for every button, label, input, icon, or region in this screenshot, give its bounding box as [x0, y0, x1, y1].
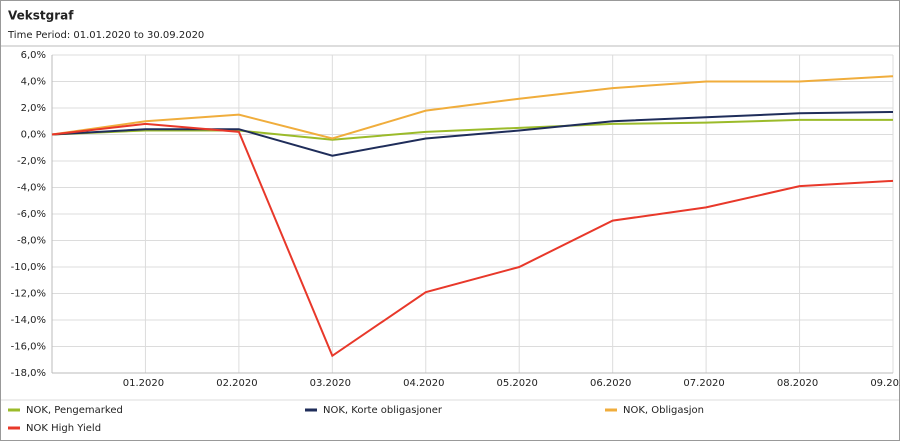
x-tick-label: 03.2020: [310, 378, 351, 389]
x-tick-label: 09.2020: [870, 378, 900, 389]
legend-label: NOK, Korte obligasjoner: [323, 405, 443, 416]
y-tick-label: -14,0%: [11, 315, 46, 326]
y-tick-label: -2,0%: [17, 156, 46, 167]
y-tick-label: 0,0%: [21, 130, 46, 141]
x-tick-label: 04.2020: [403, 378, 444, 389]
x-tick-label: 07.2020: [683, 378, 724, 389]
y-tick-label: -10,0%: [11, 262, 46, 273]
x-tick-label: 02.2020: [216, 378, 257, 389]
y-tick-label: -6,0%: [17, 209, 46, 220]
series-line: [51, 110, 894, 157]
x-tick-label: 06.2020: [590, 378, 631, 389]
y-tick-label: -4,0%: [17, 183, 46, 194]
y-tick-label: 2,0%: [21, 103, 46, 114]
y-tick-label: -12,0%: [11, 289, 46, 300]
chart-subtitle: Time Period: 01.01.2020 to 30.09.2020: [7, 30, 204, 41]
series-line: [51, 75, 894, 140]
x-tick-label: 05.2020: [497, 378, 538, 389]
series-line: [51, 118, 893, 141]
x-tick-label: 08.2020: [777, 378, 818, 389]
legend-label: NOK, Obligasjon: [623, 405, 704, 416]
y-tick-label: 4,0%: [21, 77, 46, 88]
series-line: [51, 122, 894, 358]
chart-title: Vekstgraf: [8, 9, 74, 23]
x-tick-label: 01.2020: [123, 378, 164, 389]
legend-label: NOK, Pengemarked: [26, 405, 123, 416]
y-tick-label: 6,0%: [21, 50, 46, 61]
y-tick-label: -18,0%: [11, 368, 46, 379]
legend-label: NOK High Yield: [26, 423, 101, 434]
y-tick-label: -16,0%: [11, 342, 46, 353]
y-tick-label: -8,0%: [17, 236, 46, 247]
